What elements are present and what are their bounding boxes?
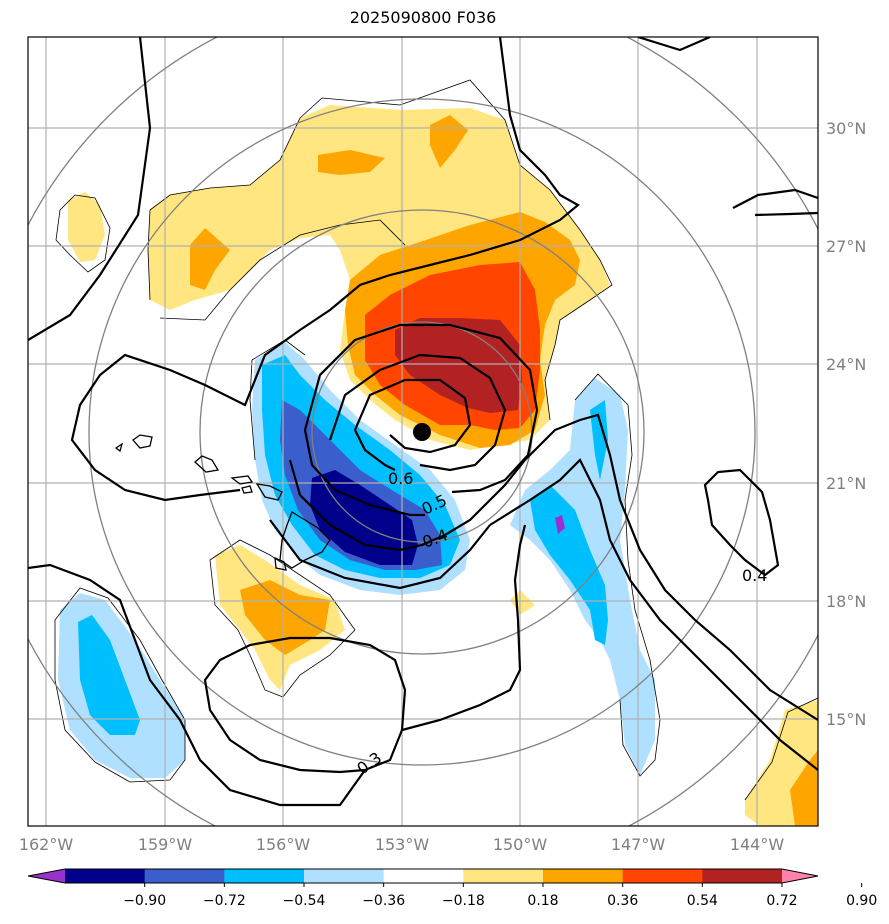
shading-navy	[310, 470, 418, 565]
colorbar-tick-label: 0.72	[766, 893, 797, 909]
shading-purple	[555, 515, 565, 534]
lat-label-24n: 24°N	[826, 355, 866, 374]
lon-label-156w: 156°W	[256, 835, 311, 854]
colorbar-tick-label: −0.72	[203, 893, 246, 909]
colorbar-segment	[224, 869, 305, 883]
shading-outline	[54, 79, 818, 801]
lat-label-27n: 27°N	[826, 237, 866, 256]
lon-label-144w: 144°W	[730, 835, 785, 854]
colorbar-segment	[463, 869, 544, 883]
colorbar-segment	[543, 869, 624, 883]
colorbar-extend-min	[28, 869, 65, 883]
shading-darkred	[395, 318, 522, 413]
colorbar-segment	[622, 869, 703, 883]
lat-label-21n: 21°N	[826, 474, 866, 493]
colorbar-outline	[27, 868, 819, 884]
colorbar-tick-label: 0.54	[687, 893, 718, 909]
lat-axis: 30°N 27°N 24°N 21°N 18°N 15°N	[826, 119, 866, 729]
colorbar-tick-label: −0.18	[442, 893, 485, 909]
map-title: 2025090800 F036	[349, 8, 497, 27]
lat-label-15n: 15°N	[826, 710, 866, 729]
storm-center-marker	[413, 423, 431, 441]
colorbar-tick-label: −0.90	[123, 893, 166, 909]
colorbar-segment	[65, 869, 146, 883]
lon-axis: 162°W 159°W 156°W 153°W 150°W 147°W 144°…	[19, 835, 785, 854]
colorbar-tick-label: 0.36	[607, 893, 638, 909]
colorbar-tick-label: 0.90	[846, 893, 877, 909]
graticule	[28, 37, 818, 826]
lat-label-18n: 18°N	[826, 592, 866, 611]
colorbar: −0.90 −0.72 −0.54 −0.36 −0.18 0.18 0.36 0.54 0.7…	[27, 868, 877, 909]
colorbar-tick-label: 0.18	[527, 893, 558, 909]
colorbar-tick-label: −0.54	[283, 893, 326, 909]
colorbar-segment	[144, 869, 225, 883]
lat-label-30n: 30°N	[826, 119, 866, 138]
colorbar-extend-max	[782, 869, 818, 883]
contour-label-04-east: 0.4	[742, 566, 767, 585]
contour-label-06: 0.6	[388, 469, 413, 488]
map-frame	[27, 36, 819, 827]
lon-label-147w: 147°W	[611, 835, 666, 854]
colorbar-segment	[702, 869, 783, 883]
map-area: 0.6 0.5 0.4 0.4 0.3	[28, 37, 818, 826]
lon-label-153w: 153°W	[375, 835, 430, 854]
contour-lines	[28, 37, 818, 807]
lon-label-150w: 150°W	[493, 835, 548, 854]
colorbar-segment	[383, 869, 464, 883]
colorbar-tick-label: −0.36	[362, 893, 405, 909]
lon-label-162w: 162°W	[19, 835, 74, 854]
colorbar-segment	[304, 869, 385, 883]
lon-label-159w: 159°W	[138, 835, 193, 854]
coastline	[114, 434, 331, 571]
